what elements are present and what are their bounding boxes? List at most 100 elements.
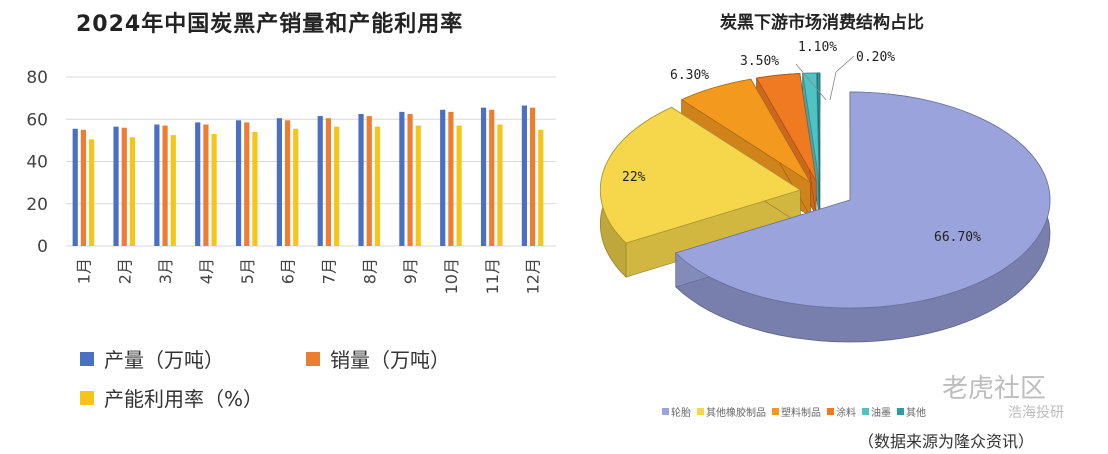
pie-data-label: 66.70% xyxy=(934,230,981,245)
pie-legend-label: 塑料制品 xyxy=(781,408,821,419)
legend-swatch-sales xyxy=(306,351,320,366)
pie-data-label: 3.50% xyxy=(740,54,779,69)
legend-label-utilization: 产能利用率（%） xyxy=(104,387,264,411)
legend-production: 产量（万吨） xyxy=(80,344,224,373)
y-tick-label: 80 xyxy=(26,68,48,88)
bar-utilization xyxy=(89,139,95,246)
bar-sales xyxy=(529,107,536,246)
bar-utilization xyxy=(497,124,503,246)
y-tick-label: 0 xyxy=(37,237,48,257)
x-tick-label: 10月 xyxy=(442,258,461,294)
pie-slice-top xyxy=(802,72,820,182)
bar-utilization xyxy=(538,129,544,246)
pie-legend-item: 油墨 xyxy=(862,404,891,419)
pie-slice-top xyxy=(680,78,811,183)
legend-utilization: 产能利用率（%） xyxy=(80,383,263,412)
bar-sales xyxy=(284,120,291,246)
bar-utilization xyxy=(129,137,136,246)
pie-data-label: 22% xyxy=(622,170,646,185)
pie-chart: 66.70% 22% 6.30% 3.50% 1.10% 0.20% xyxy=(599,40,1051,343)
bar-sales xyxy=(489,109,495,247)
pie-slice-top xyxy=(816,72,821,182)
x-tick-label: 2月 xyxy=(115,258,134,284)
bar-utilization xyxy=(456,125,462,246)
bar-sales xyxy=(366,116,372,246)
pie-legend-label: 其他 xyxy=(906,408,926,419)
watermark-author: 浩海投研 xyxy=(1008,405,1064,421)
pie-legend-item: 轮胎 xyxy=(662,404,691,419)
pie-data-label: 1.10% xyxy=(798,40,837,55)
legend-swatch-utilization xyxy=(80,390,94,405)
x-tick-label: 7月 xyxy=(319,258,338,284)
x-tick-label: 5月 xyxy=(238,258,257,284)
legend-label-production: 产量（万吨） xyxy=(104,348,224,372)
bar-production xyxy=(317,116,323,246)
leader-line xyxy=(829,71,837,101)
pie-legend-swatch xyxy=(897,408,904,415)
y-tick-label: 20 xyxy=(26,195,48,215)
x-tick-label: 6月 xyxy=(279,258,298,284)
bar-chart-title: 2024年中国炭黑产销量和产能利用率 xyxy=(76,12,464,37)
bar-sales xyxy=(325,118,332,246)
bar-sales xyxy=(448,111,454,246)
legend-label-sales: 销量（万吨） xyxy=(330,348,450,372)
pie-legend-label: 轮胎 xyxy=(671,408,691,419)
pie-legend-label: 涂料 xyxy=(836,408,856,419)
legend-swatch-production xyxy=(80,351,94,366)
bar-production xyxy=(195,122,201,246)
pie-legend-label: 油墨 xyxy=(871,408,891,419)
bar-production xyxy=(480,107,487,246)
bar-production xyxy=(113,126,119,246)
bar-utilization xyxy=(415,125,421,246)
bar-production xyxy=(440,109,446,247)
bar-sales xyxy=(407,113,413,246)
pie-data-label: 0.20% xyxy=(856,50,895,65)
pie-slice-top xyxy=(674,91,1051,309)
bar-production xyxy=(399,111,405,246)
x-tick-label: 4月 xyxy=(197,258,216,284)
bar-utilization xyxy=(334,126,340,246)
pie-slice-top xyxy=(599,106,802,244)
x-tick-label: 1月 xyxy=(74,258,93,284)
bar-chart: 0 20 40 60 80 1月 2月 3月 4月 5月 6月 7月 8月 9月 10月 11月 12月 xyxy=(26,68,556,294)
bar-production xyxy=(72,128,78,246)
pie-legend-item: 塑料制品 xyxy=(772,404,821,419)
pie-legend-item: 其他橡胶制品 xyxy=(697,404,766,419)
pie-legend-swatch xyxy=(862,408,869,415)
pie-legend-swatch xyxy=(827,408,834,415)
bar-chart-panel: 2024年中国炭黑产销量和产能利用率 0 20 40 60 80 1月 2月 3月 4月 5月 6月… xyxy=(26,12,556,412)
pie-legend-swatch xyxy=(662,408,669,415)
bar-production xyxy=(154,124,160,246)
source-note: （数据来源为隆众资讯） xyxy=(858,432,1035,451)
bar-utilization xyxy=(374,126,381,246)
pie-legend-item: 其他 xyxy=(897,404,926,419)
pie-legend-item: 涂料 xyxy=(827,404,856,419)
y-tick-label: 60 xyxy=(26,110,48,130)
pie-legend-swatch xyxy=(772,408,779,415)
x-tick-label: 12月 xyxy=(524,258,543,294)
leader-line xyxy=(795,63,827,101)
bar-utilization xyxy=(293,128,299,246)
bar-sales xyxy=(121,127,127,246)
pie-chart-title: 炭黑下游市场消费结构占比 xyxy=(720,13,924,33)
bar-utilization xyxy=(252,131,258,246)
pie-legend-swatch xyxy=(697,408,704,415)
bar-production xyxy=(521,105,527,246)
pie-chart-panel: 炭黑下游市场消费结构占比 66.70% 22% 6.30% 3.50% 1.10% 0.2… xyxy=(590,0,1108,454)
bar-sales xyxy=(162,125,168,246)
pie-legend: 轮胎 其他橡胶制品 塑料制品 涂料 油墨 其他 xyxy=(662,404,932,419)
pie-slice-其他橡胶制品 xyxy=(599,106,802,279)
bar-utilization xyxy=(170,135,176,246)
bar-sales xyxy=(203,124,209,246)
bar-utilization xyxy=(211,134,217,246)
bar-sales xyxy=(80,129,87,246)
y-tick-label: 40 xyxy=(26,153,48,173)
x-tick-label: 11月 xyxy=(483,258,502,294)
pie-legend-label: 其他橡胶制品 xyxy=(706,408,766,419)
bar-production xyxy=(235,120,242,246)
x-tick-label: 9月 xyxy=(401,258,420,284)
pie-data-label: 6.30% xyxy=(670,68,709,83)
x-tick-label: 8月 xyxy=(360,258,379,284)
watermark-tiger: 老虎社区 xyxy=(942,374,1047,404)
bar-production xyxy=(358,113,364,246)
